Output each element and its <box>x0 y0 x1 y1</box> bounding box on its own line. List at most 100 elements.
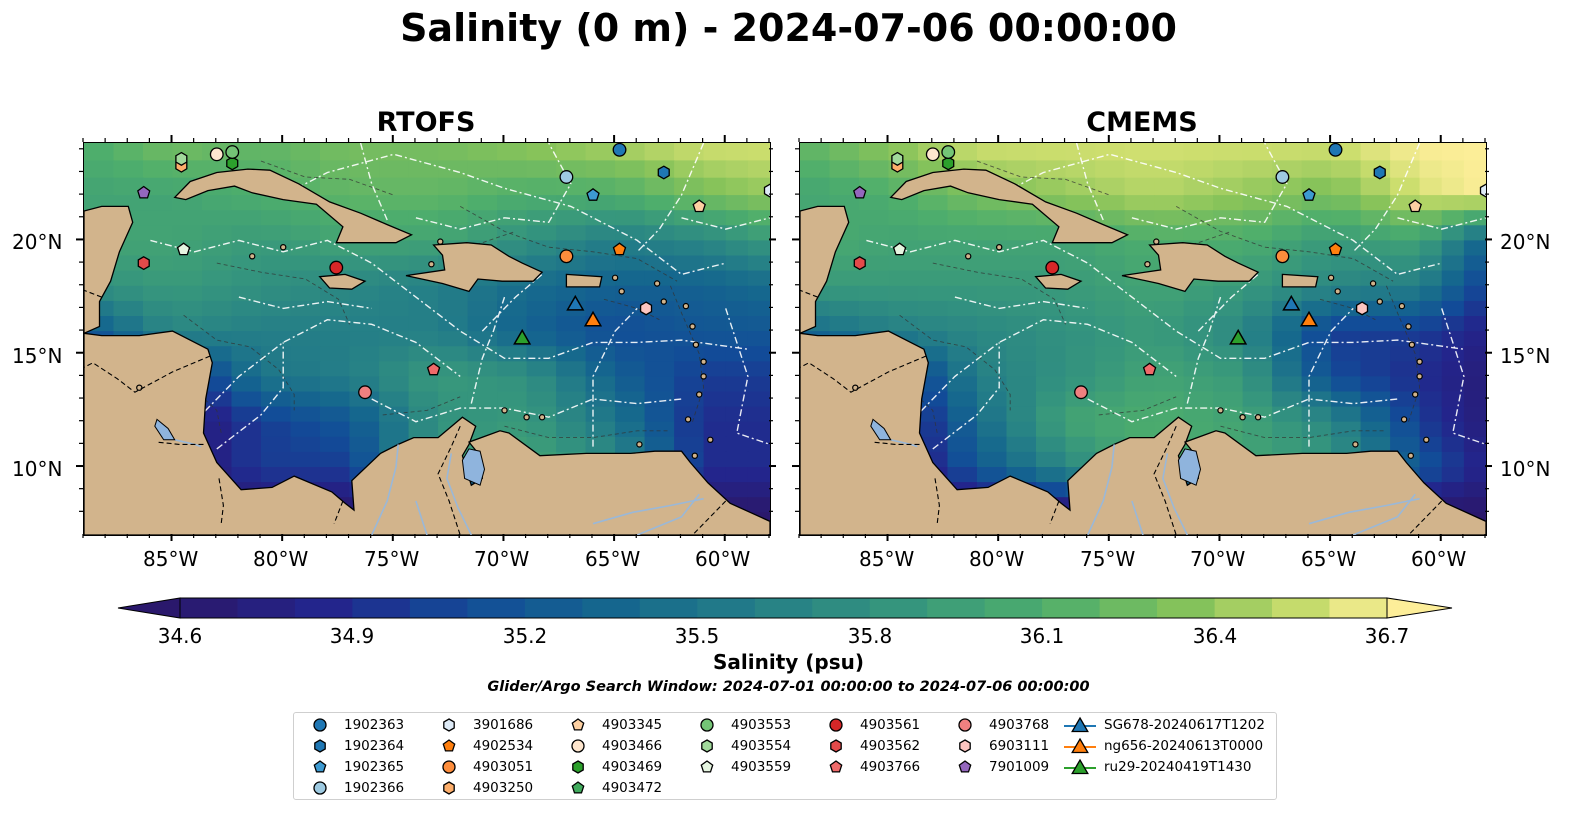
float-legend-marker <box>958 760 972 773</box>
legend-label: 4903250 <box>473 780 534 796</box>
island <box>437 238 444 245</box>
island <box>852 384 859 391</box>
salinity-cell <box>1095 195 1126 211</box>
country-border <box>1049 500 1060 524</box>
salinity-cell <box>290 316 321 332</box>
argo-float-marker <box>586 187 600 201</box>
salinity-cell <box>800 143 831 162</box>
salinity-cell <box>1213 177 1244 196</box>
island <box>1405 323 1412 330</box>
float-legend-marker <box>313 781 327 795</box>
salinity-cell <box>1065 436 1096 453</box>
glider-marker <box>1299 310 1319 327</box>
salinity-cell <box>231 376 262 393</box>
salinity-cell <box>467 177 498 196</box>
salinity-cell <box>1419 391 1443 408</box>
salinity-cell <box>585 361 616 378</box>
salinity-cell <box>1036 406 1067 423</box>
salinity-cell <box>349 143 380 162</box>
salinity-cell <box>1242 361 1273 378</box>
salinity-cell <box>1441 300 1465 317</box>
salinity-cell <box>1242 225 1273 242</box>
salinity-cell <box>615 346 646 363</box>
argo-float-marker <box>639 301 653 316</box>
salinity-cell <box>379 331 410 347</box>
salinity-cell <box>408 346 439 363</box>
island <box>1217 407 1224 414</box>
salinity-cell <box>1036 143 1067 162</box>
salinity-cell <box>1006 346 1037 363</box>
salinity-cell <box>1390 316 1421 332</box>
salinity-cell <box>1213 376 1244 393</box>
salinity-cell <box>1390 436 1421 453</box>
salinity-cell <box>438 143 469 162</box>
salinity-cell <box>1272 285 1303 302</box>
island <box>692 341 700 348</box>
legend-item: 4903466 <box>560 736 662 756</box>
salinity-cell <box>1360 361 1391 378</box>
salinity-cell <box>526 143 557 162</box>
bathymetry-contour <box>459 206 678 282</box>
salinity-cell <box>703 361 727 378</box>
country-border <box>1153 425 1177 535</box>
salinity-cell <box>725 270 749 287</box>
legend-marker <box>958 718 972 732</box>
island <box>1376 298 1384 305</box>
salinity-cell <box>1006 376 1037 393</box>
salinity-cell <box>585 255 616 272</box>
legend-item: 4903469 <box>560 757 662 777</box>
salinity-cell <box>1065 361 1096 378</box>
salinity-cell <box>1331 210 1362 227</box>
salinity-cell <box>290 391 321 408</box>
legend-label: 4903466 <box>602 738 663 754</box>
salinity-cell <box>349 331 380 347</box>
salinity-cell <box>290 451 321 468</box>
colorbar-bin <box>582 598 641 618</box>
salinity-cell <box>467 316 498 332</box>
salinity-cell <box>1095 421 1126 438</box>
salinity-cell <box>526 376 557 393</box>
salinity-cell <box>556 195 587 211</box>
colorbar-bin <box>352 598 411 618</box>
salinity-cell <box>408 160 439 179</box>
land <box>173 168 414 244</box>
salinity-cell <box>1360 346 1391 363</box>
salinity-cell <box>438 331 469 347</box>
salinity-cell <box>1124 391 1155 408</box>
bathymetry-contour <box>183 314 295 411</box>
salinity-cell <box>1213 160 1244 179</box>
eez-boundary <box>1397 217 1486 230</box>
salinity-cell <box>1183 143 1214 162</box>
salinity-cell <box>379 391 410 408</box>
salinity-cell <box>320 376 351 393</box>
salinity-cell <box>1065 285 1096 302</box>
bathymetry-contour <box>932 262 1066 325</box>
salinity-cell <box>1331 331 1362 347</box>
salinity-cell <box>467 195 498 211</box>
salinity-cell <box>526 225 557 242</box>
salinity-cell <box>1360 195 1391 211</box>
salinity-cell <box>408 376 439 393</box>
axis-ticks <box>76 135 1492 541</box>
salinity-cell <box>725 255 749 272</box>
salinity-cell <box>1272 361 1303 378</box>
salinity-cell <box>1463 195 1486 211</box>
legend-marker <box>701 739 713 753</box>
salinity-cell <box>1213 225 1244 242</box>
salinity-cell <box>1124 177 1155 196</box>
salinity-cell <box>829 143 860 162</box>
river <box>1352 493 1416 535</box>
salinity-cell <box>261 143 292 162</box>
salinity-cell <box>1360 300 1391 317</box>
salinity-cell <box>947 225 978 242</box>
salinity-cell <box>1242 300 1273 317</box>
salinity-cell <box>1390 160 1421 179</box>
lon-label-70-cmems: 70°W <box>1190 547 1246 571</box>
argo-float-marker <box>358 385 372 400</box>
legend-marker <box>572 760 584 774</box>
salinity-cell <box>747 376 770 393</box>
float-legend-marker <box>313 718 327 732</box>
salinity-cell <box>1183 316 1214 332</box>
salinity-cell <box>747 225 770 242</box>
salinity-cell <box>725 467 749 483</box>
